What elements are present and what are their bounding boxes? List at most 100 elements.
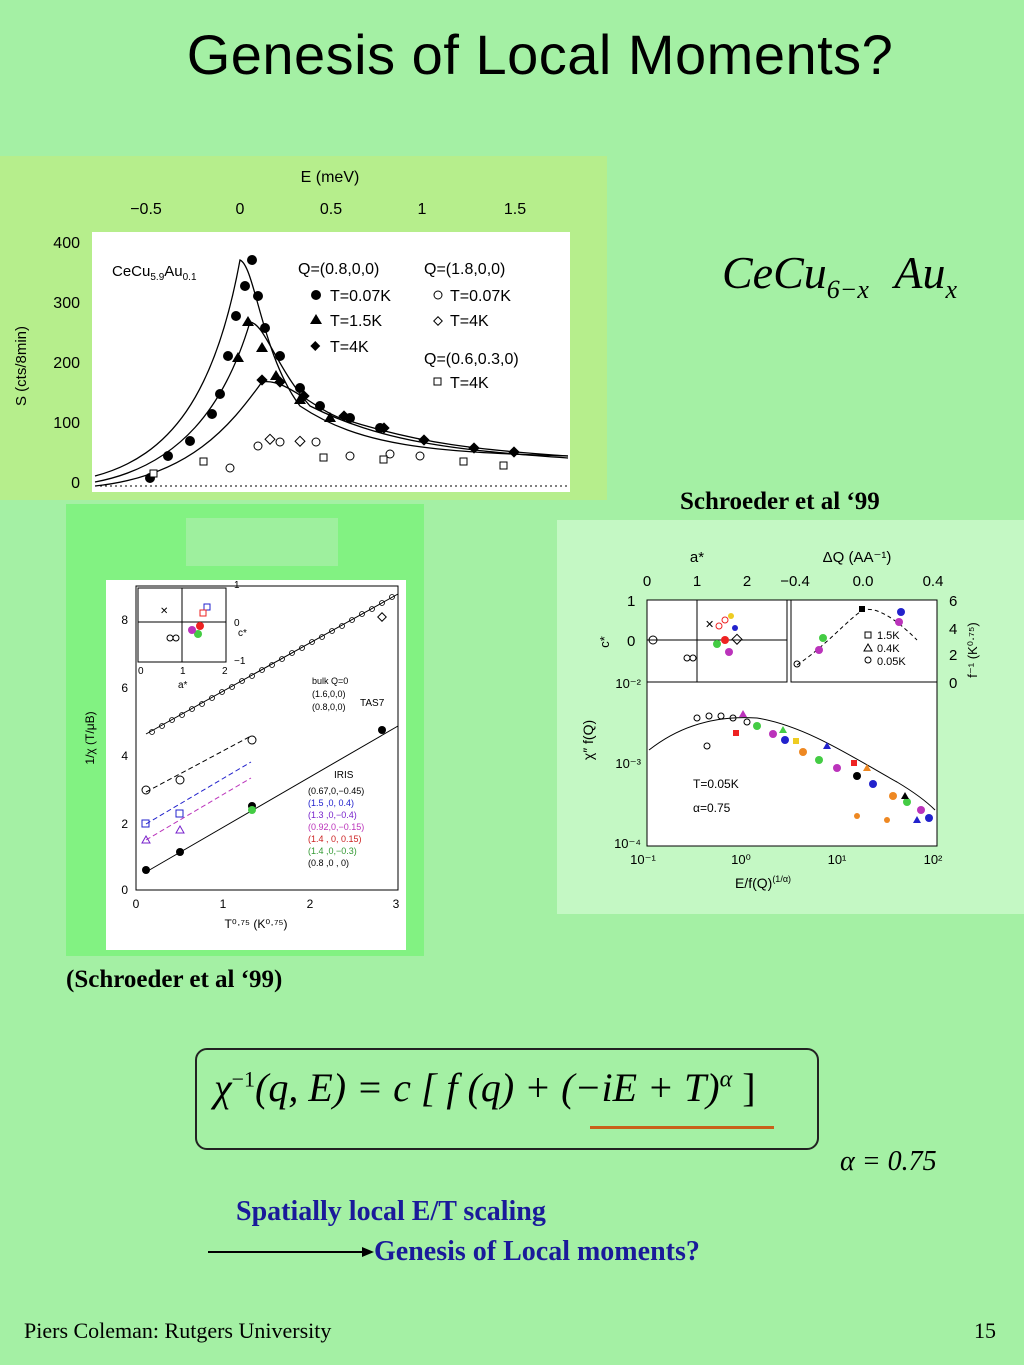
legend-item: T=4K (450, 375, 489, 392)
iris-series (141, 612, 387, 874)
y-tick: 100 (53, 415, 80, 432)
inset-y-tick: 1 (234, 580, 240, 591)
x-tick: 0 (133, 897, 140, 911)
x-tick: 10² (924, 852, 943, 867)
x-tick: 10⁻¹ (630, 852, 656, 867)
figure-left-svg: 8 6 4 2 0 0 1 2 3 T⁰·⁷⁵ (K⁰·⁷⁵) 1/χ (T/μ… (66, 504, 424, 956)
iris-label: IRIS (334, 770, 354, 781)
equation-close: ] (732, 1065, 756, 1110)
equation-exponent: α (719, 1066, 733, 1093)
inset-markers: ✕ (160, 603, 211, 642)
legend-item: (1.4 ,0,−0.3) (308, 846, 357, 856)
equation-lhs: χ (214, 1065, 232, 1110)
right-tick: 2 (949, 647, 957, 664)
y-tick: 2 (121, 817, 128, 831)
figure-left: 8 6 4 2 0 0 1 2 3 T⁰·⁷⁵ (K⁰·⁷⁵) 1/χ (T/μ… (66, 504, 424, 956)
top-tick: 0.4 (923, 573, 944, 590)
legend-item: bulk Q=0 (312, 676, 348, 686)
inset-y-label: c* (238, 628, 247, 639)
legend-item: T=0.07K (450, 288, 511, 305)
inset-y-tick: −1 (234, 656, 246, 667)
page-number: 15 (974, 1318, 996, 1343)
y-tick: 8 (121, 613, 128, 627)
figure-right-svg: a* 0 1 2 ΔQ (AA⁻¹) −0.4 0.0 0.4 6 4 2 0 … (557, 520, 1024, 914)
arrow-icon (208, 1247, 374, 1257)
inset-y-tick: 0 (627, 633, 635, 650)
data-points-open (149, 433, 508, 478)
equation-box (195, 1048, 819, 1150)
inset-y-label: c* (597, 636, 612, 648)
compound-label: CeCu5.9Au0.1 (112, 263, 197, 283)
caption-left: (Schroeder et al ‘99) (66, 966, 283, 993)
y-tick: 0 (71, 475, 80, 492)
y-tick: 10⁻² (615, 676, 641, 691)
top-tick: 0 (643, 573, 651, 590)
top-left-label: a* (690, 549, 704, 566)
x-tick: 10⁰ (731, 852, 751, 867)
formula-sub2: x (945, 275, 958, 305)
caption-right: Schroeder et al ‘99 (680, 488, 880, 515)
slide-title: Genesis of Local Moments? (186, 23, 894, 86)
inset-legend-item: 0.05K (877, 656, 906, 668)
equation-underline (590, 1126, 774, 1129)
x-tick: 2 (307, 897, 314, 911)
inset-x-tick: 1 (180, 666, 186, 677)
y-tick: 0 (121, 883, 128, 897)
inset-y-tick: 1 (627, 593, 635, 610)
note-alpha: α=0.75 (693, 801, 731, 815)
legend-item: (0.8 ,0 , 0) (308, 858, 349, 868)
top-tick: −0.5 (130, 201, 162, 218)
right-axis-label: f⁻¹ (K⁰·⁷⁵) (965, 622, 980, 677)
y-axis-label: 1/χ (T/μB) (83, 711, 97, 764)
note-temperature: T=0.05K (693, 777, 739, 791)
scaling-line-2: Genesis of Local moments? (374, 1236, 700, 1267)
x-axis-label: E/f(Q)(1/α) (735, 874, 791, 891)
formula-sub1: 6−x (826, 275, 869, 305)
top-right-label: ΔQ (AA⁻¹) (823, 549, 892, 566)
top-tick: 1 (693, 573, 701, 590)
inset-legend-item: 1.5K (877, 630, 900, 642)
right-inset-left-markers: ✕ (648, 613, 743, 662)
top-tick: 1.5 (504, 201, 526, 218)
x-axis-label: T⁰·⁷⁵ (K⁰·⁷⁵) (225, 917, 288, 931)
legend-item: (0.92,0,−0.15) (308, 822, 364, 832)
figure-top-svg: E (meV) −0.5 0 0.5 1 1.5 400 300 200 100… (0, 156, 607, 500)
legend-item: (0.67,0,−0.45) (308, 786, 364, 796)
legend-head-1: Q=(0.8,0,0) (298, 261, 379, 278)
top-tick: 1 (418, 201, 427, 218)
x-tick: 1 (220, 897, 227, 911)
top-axis-label: E (meV) (301, 169, 360, 186)
top-tick: −0.4 (780, 573, 810, 590)
y-tick: 10⁻⁴ (614, 836, 641, 851)
legend-item: T=0.07K (330, 288, 391, 305)
compound-formula: CeCu6−x Aux (722, 246, 957, 305)
formula-base: CeCu (722, 247, 827, 298)
inset-y-tick: 0 (234, 618, 240, 629)
legend-item: T=4K (450, 313, 489, 330)
figure-top: E (meV) −0.5 0 0.5 1 1.5 400 300 200 100… (0, 156, 607, 500)
footer-author: Piers Coleman: Rutgers University (24, 1318, 332, 1343)
right-inset-right (790, 599, 938, 683)
figure-right: a* 0 1 2 ΔQ (AA⁻¹) −0.4 0.0 0.4 6 4 2 0 … (557, 520, 1024, 914)
formula-element: Au (894, 247, 946, 298)
scaling-line-1: Spatially local E/T scaling (236, 1196, 546, 1227)
right-main-points (693, 710, 933, 823)
y-tick: 4 (121, 749, 128, 763)
top-tick: 0.0 (853, 573, 874, 590)
svg-text:✕: ✕ (160, 606, 168, 617)
y-tick: 400 (53, 235, 80, 252)
legend-head-2: Q=(1.8,0,0) (424, 261, 505, 278)
right-tick: 4 (949, 621, 957, 638)
bulk-series (149, 594, 395, 735)
legend-item: (1.4 , 0, 0.15) (308, 834, 362, 844)
inset-x-tick: 0 (138, 666, 144, 677)
legend-item: (1.5 ,0, 0.4) (308, 798, 354, 808)
inset-x-label: a* (178, 680, 188, 691)
equation-args: (q, E) = c [ f (q) + (−iE + T) (255, 1065, 720, 1110)
legend-item: (0.8,0,0) (312, 702, 346, 712)
x-tick: 3 (393, 897, 400, 911)
x-tick: 10¹ (828, 852, 847, 867)
left-legend: bulk Q=0 (1.6,0,0) (0.8,0,0) TAS7 IRIS (… (308, 676, 385, 868)
inset-legend-item: 0.4K (877, 643, 900, 655)
fit-curve-007k (94, 259, 569, 477)
